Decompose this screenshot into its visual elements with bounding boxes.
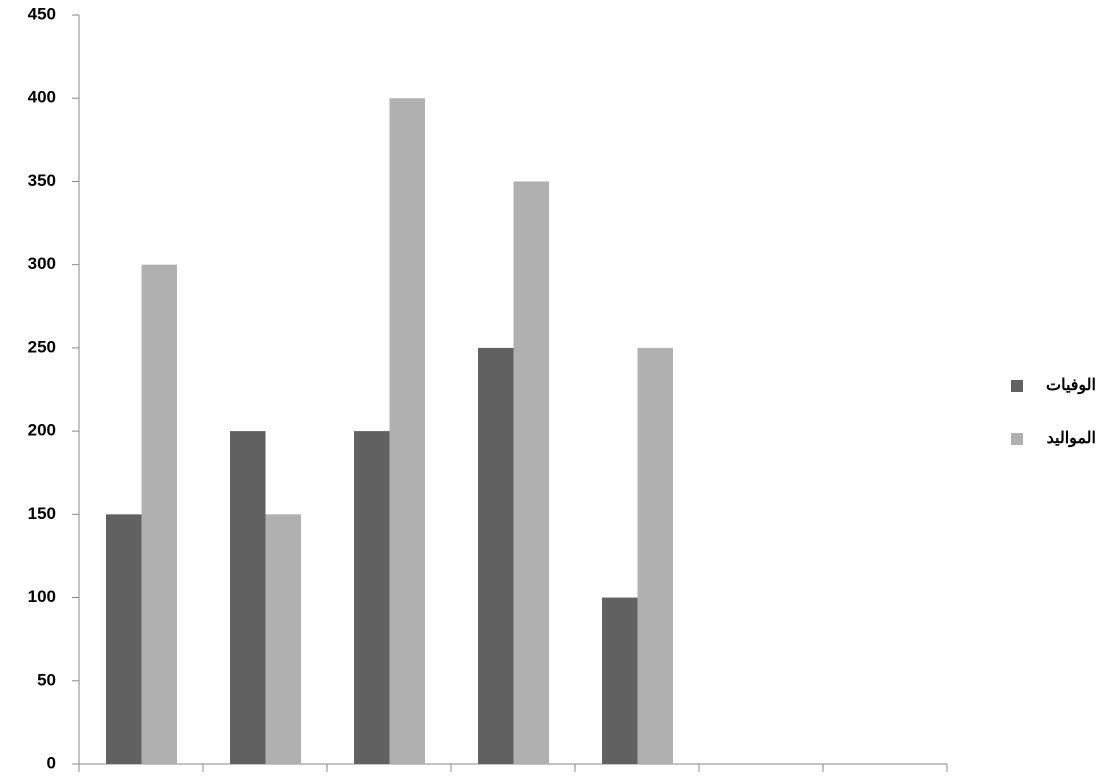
y-tick-label: 450 [28,4,56,23]
bar [389,98,425,764]
legend-swatch [1011,380,1023,392]
legend-label: الوفيات [1046,377,1096,395]
y-tick-label: 250 [28,337,56,356]
y-tick-label: 400 [28,88,56,107]
bar [513,181,549,764]
y-tick-label: 150 [28,504,56,523]
bar [106,514,142,764]
bar [230,431,266,764]
legend-label: المواليد [1047,430,1096,448]
y-tick-label: 0 [47,753,56,772]
bar [637,347,673,764]
y-tick-label: 300 [28,254,56,273]
legend-swatch [1011,433,1023,445]
bar [141,264,177,764]
bar [478,347,514,764]
y-tick-label: 200 [28,421,56,440]
y-tick-label: 350 [28,171,56,190]
bar [265,514,301,764]
bar [354,431,390,764]
y-tick-label: 50 [37,670,56,689]
bar [602,597,638,764]
y-tick-label: 100 [28,587,56,606]
